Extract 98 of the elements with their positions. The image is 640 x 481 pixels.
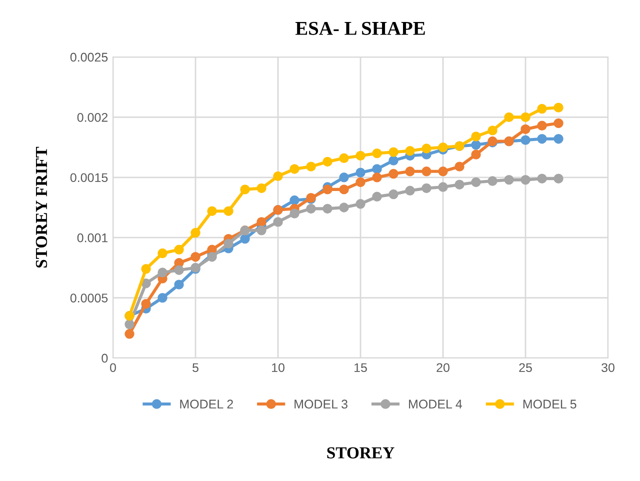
- y-tick-label: 0.002: [77, 113, 108, 122]
- point: [190, 252, 200, 262]
- x-tick-label: 25: [519, 363, 532, 372]
- point: [471, 140, 481, 150]
- point: [158, 268, 168, 278]
- point: [372, 148, 382, 158]
- point: [554, 102, 564, 112]
- point: [273, 217, 283, 227]
- point: [240, 184, 250, 194]
- point: [174, 265, 184, 275]
- point: [471, 177, 481, 188]
- y-tick-label: 0.0005: [70, 294, 108, 302]
- point: [339, 153, 349, 163]
- point: [322, 204, 332, 214]
- point: [207, 252, 217, 262]
- point: [520, 174, 530, 185]
- point: [356, 150, 366, 161]
- x-tick-label: 30: [602, 363, 614, 372]
- point: [256, 217, 266, 227]
- point: [554, 134, 564, 144]
- point: [471, 150, 481, 160]
- point: [158, 248, 168, 258]
- point: [438, 182, 448, 192]
- x-tick-label: 15: [354, 363, 367, 372]
- point: [290, 164, 300, 174]
- point: [174, 244, 184, 254]
- x-tick-label: 0: [110, 363, 116, 372]
- point: [224, 238, 234, 248]
- x-tick-label: 10: [272, 363, 284, 372]
- point: [504, 174, 514, 185]
- point: [356, 168, 366, 178]
- point: [454, 162, 464, 172]
- point: [504, 112, 514, 122]
- y-tick-label: 0.0015: [70, 173, 108, 182]
- y-tick-label: 0: [102, 354, 108, 363]
- point: [537, 134, 547, 144]
- point: [405, 146, 415, 156]
- point: [306, 162, 316, 172]
- point: [174, 280, 184, 290]
- point: [240, 234, 250, 244]
- point: [372, 164, 382, 174]
- x-tick-label: 5: [192, 363, 198, 372]
- point: [537, 174, 547, 184]
- point: [124, 329, 134, 339]
- point: [141, 298, 151, 309]
- legend-label: MODEL 2: [180, 400, 233, 409]
- y-axis-title: STOREY FRIFT: [36, 146, 48, 268]
- point: [339, 202, 349, 212]
- point: [537, 120, 547, 130]
- point: [158, 292, 168, 303]
- point: [207, 206, 217, 216]
- point: [372, 192, 382, 202]
- point: [290, 208, 300, 218]
- legend-label: MODEL 3: [294, 400, 348, 409]
- point: [422, 166, 432, 176]
- point: [520, 135, 530, 145]
- chart-title: ESA- L SHAPE: [295, 22, 425, 35]
- point: [554, 174, 564, 184]
- legend-label: MODEL 5: [523, 400, 576, 409]
- y-tick-label: 0.001: [77, 233, 108, 242]
- point: [405, 166, 415, 176]
- point: [438, 166, 448, 176]
- point: [488, 176, 498, 186]
- point: [124, 319, 134, 330]
- point: [339, 184, 349, 194]
- point: [141, 264, 151, 274]
- point: [405, 186, 415, 196]
- point: [306, 204, 316, 214]
- point: [471, 132, 481, 142]
- point: [537, 104, 547, 114]
- point: [190, 228, 200, 238]
- point: [322, 184, 332, 194]
- point: [454, 180, 464, 190]
- x-tick-label: 20: [436, 363, 450, 372]
- point: [273, 171, 283, 182]
- point: [388, 168, 398, 179]
- point: [256, 226, 266, 236]
- point: [554, 118, 564, 128]
- point: [372, 172, 382, 182]
- point: [339, 172, 349, 182]
- point: [388, 156, 398, 166]
- point: [438, 142, 448, 152]
- point: [256, 183, 266, 194]
- point: [520, 112, 530, 122]
- point: [356, 199, 366, 209]
- x-axis-title: STOREY: [327, 447, 394, 458]
- point: [488, 126, 498, 136]
- point: [224, 206, 234, 216]
- point: [422, 183, 432, 194]
- point: [290, 195, 300, 206]
- point: [356, 177, 366, 188]
- point: [388, 189, 398, 200]
- legend-label: MODEL 4: [409, 400, 462, 409]
- point: [520, 124, 530, 134]
- point: [422, 144, 432, 154]
- y-tick-label: 0.0025: [70, 52, 108, 62]
- point: [388, 147, 398, 157]
- point: [322, 156, 332, 167]
